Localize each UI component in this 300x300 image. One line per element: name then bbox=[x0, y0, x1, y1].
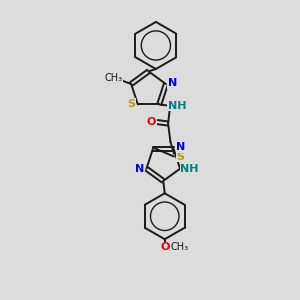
Text: N: N bbox=[135, 164, 145, 174]
Text: CH₃: CH₃ bbox=[170, 242, 188, 253]
Text: S: S bbox=[176, 152, 184, 161]
Text: CH₃: CH₃ bbox=[104, 73, 123, 82]
Text: S: S bbox=[127, 99, 135, 109]
Text: O: O bbox=[160, 242, 169, 253]
Text: N: N bbox=[168, 78, 177, 88]
Text: NH: NH bbox=[180, 164, 199, 174]
Text: NH: NH bbox=[168, 101, 186, 111]
Text: N: N bbox=[176, 142, 186, 152]
Text: O: O bbox=[147, 117, 156, 127]
